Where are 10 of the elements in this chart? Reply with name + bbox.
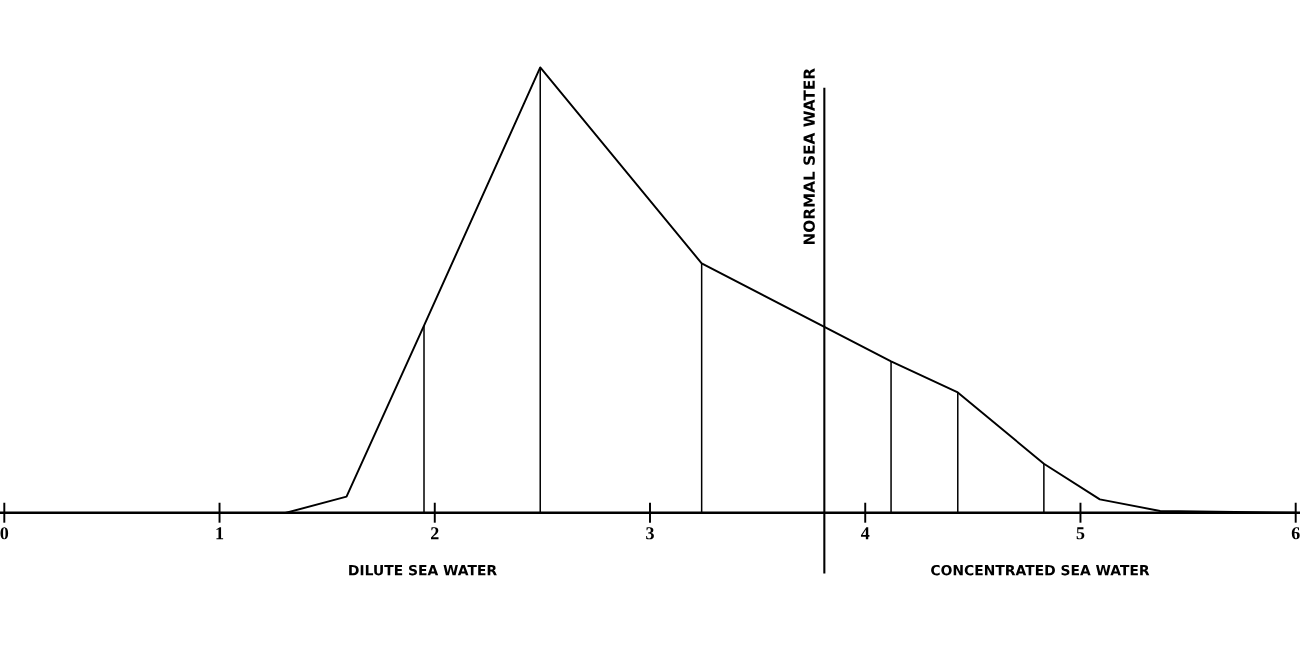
- x-tick-label: 0: [0, 527, 9, 540]
- text: CONCENTRATED SEA WATER: [931, 564, 1150, 576]
- x-tick-label: 5: [1076, 527, 1085, 540]
- x-tick-label: 4: [860, 527, 870, 540]
- text: DILUTE SEA WATER: [349, 564, 497, 576]
- ref-line-label: NORMAL SEA WATER: [803, 68, 815, 245]
- x-tick-label: 6: [1291, 527, 1300, 540]
- x-tick-label: 3: [646, 527, 654, 540]
- x-tick-label: 2: [431, 527, 439, 540]
- x-tick-label: 1: [216, 527, 224, 540]
